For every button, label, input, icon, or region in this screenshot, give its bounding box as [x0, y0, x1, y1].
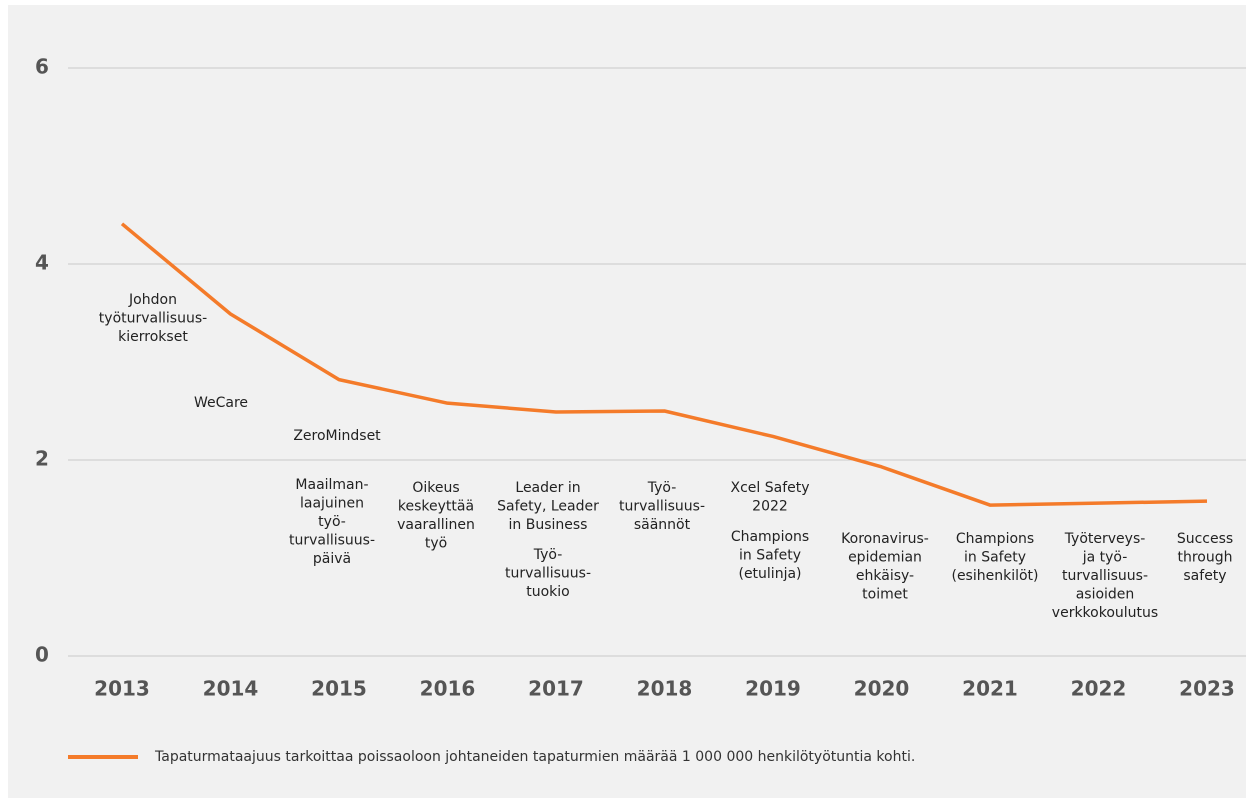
annotation: toimet	[862, 587, 908, 603]
y-tick-label: 2	[35, 447, 49, 471]
annotation: Safety, Leader	[497, 499, 599, 515]
annotation: säännöt	[634, 517, 691, 533]
annotation: työ	[425, 536, 447, 552]
annotation: safety	[1183, 568, 1226, 584]
annotation: Koronavirus-	[841, 531, 929, 547]
annotation: asioiden	[1076, 587, 1135, 603]
annotation: through	[1177, 550, 1232, 566]
y-tick-label: 0	[35, 643, 49, 667]
annotation: turvallisuus-	[619, 499, 705, 515]
annotation: laajuinen	[300, 496, 364, 512]
annotation: Työterveys-	[1064, 531, 1146, 547]
annotation: Xcel Safety	[730, 480, 809, 496]
annotation: turvallisuus-	[289, 533, 375, 549]
annotation: Työ-	[647, 480, 677, 496]
annotation: epidemian	[848, 550, 922, 566]
annotation: Maailman-	[295, 477, 368, 493]
annotation: kierrokset	[118, 329, 188, 345]
x-tick-label: 2021	[962, 677, 1018, 701]
legend-label: Tapaturmataajuus tarkoittaa poissaoloon …	[154, 749, 915, 765]
annotation: työturvallisuus-	[99, 311, 207, 327]
x-tick-label: 2014	[203, 677, 259, 701]
annotation: in Safety	[739, 548, 801, 564]
annotation: Leader in	[515, 480, 580, 496]
annotation: verkkokoulutus	[1052, 605, 1158, 621]
annotation: Oikeus	[412, 480, 459, 496]
annotation: työ-	[318, 514, 346, 530]
annotation: (esihenkilöt)	[951, 568, 1038, 584]
annotation: Champions	[956, 531, 1034, 547]
annotation: ZeroMindset	[293, 428, 381, 444]
x-tick-label: 2013	[94, 677, 150, 701]
annotation: Työ-	[533, 547, 563, 563]
annotation: in Business	[509, 517, 588, 533]
x-tick-label: 2022	[1071, 677, 1127, 701]
y-tick-label: 4	[35, 251, 49, 275]
data-line	[120, 222, 1208, 507]
annotation: turvallisuus-	[505, 566, 591, 582]
annotation: keskeyttää	[398, 499, 474, 515]
annotation: WeCare	[194, 395, 248, 411]
annotation: Success	[1177, 531, 1233, 547]
x-tick-label: 2017	[528, 677, 584, 701]
annotation: tuokio	[526, 584, 570, 600]
annotation: Johdon	[128, 292, 177, 308]
x-tick-label: 2015	[311, 677, 367, 701]
annotation: päivä	[313, 551, 351, 567]
y-tick-label: 6	[35, 55, 49, 79]
chart-background	[8, 5, 1246, 798]
annotation: turvallisuus-	[1062, 568, 1148, 584]
x-tick-label: 2016	[420, 677, 476, 701]
annotation: ja työ-	[1082, 550, 1128, 566]
x-tick-label: 2020	[854, 677, 910, 701]
x-tick-label: 2019	[745, 677, 801, 701]
annotation: (etulinja)	[738, 566, 801, 582]
annotation: vaarallinen	[397, 517, 475, 533]
annotation: 2022	[752, 499, 788, 515]
annotation: in Safety	[964, 550, 1026, 566]
annotation: ehkäisy-	[856, 568, 914, 584]
x-tick-label: 2018	[637, 677, 693, 701]
x-tick-label: 2023	[1179, 677, 1235, 701]
annotation: Champions	[731, 529, 809, 545]
